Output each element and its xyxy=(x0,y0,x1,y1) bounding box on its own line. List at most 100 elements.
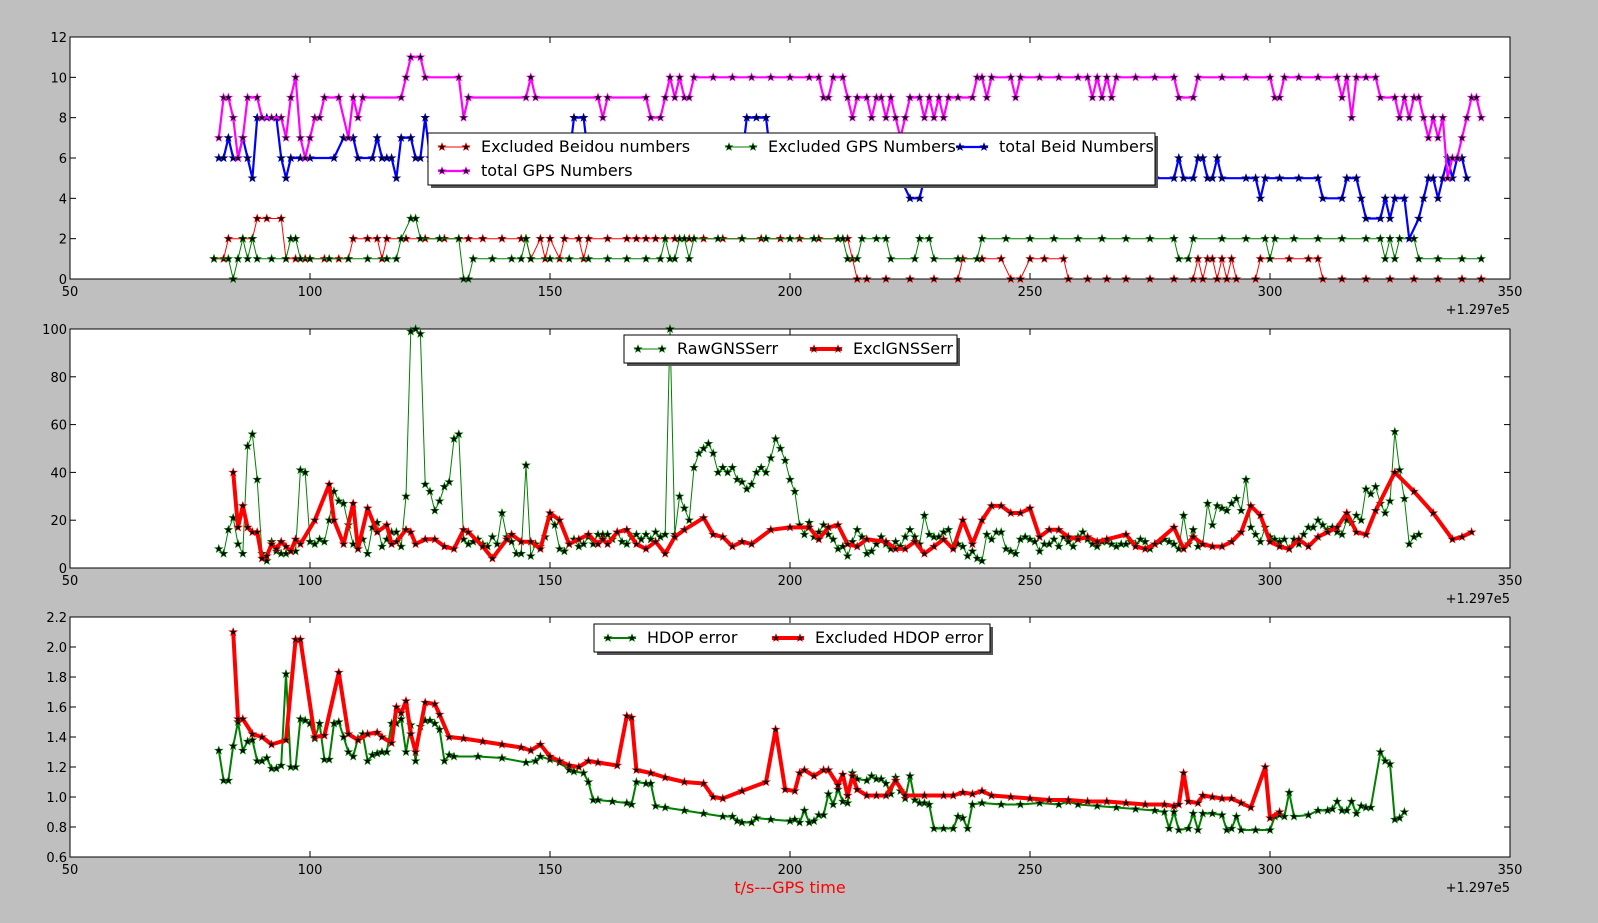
x-tick-label: 350 xyxy=(1498,285,1523,300)
data-point xyxy=(813,527,824,537)
y-tick-label: 2.2 xyxy=(46,611,67,626)
data-point xyxy=(1193,824,1203,835)
data-point xyxy=(439,755,450,766)
data-point xyxy=(1404,233,1415,243)
data-point xyxy=(1428,173,1439,183)
data-point xyxy=(789,814,800,824)
data-point xyxy=(881,778,891,788)
data-point xyxy=(799,805,810,815)
data-point xyxy=(1274,541,1285,551)
data-point xyxy=(967,799,978,809)
x-offset-label: +1.297e5 xyxy=(1446,881,1510,896)
data-point xyxy=(770,433,781,443)
data-point xyxy=(679,776,690,787)
data-point xyxy=(324,253,335,263)
legend-marker xyxy=(461,142,471,151)
y-tick-label: 6 xyxy=(59,152,67,167)
data-point xyxy=(506,529,517,539)
y-tick-label: 1.4 xyxy=(46,731,67,746)
data-point xyxy=(213,745,224,755)
data-point xyxy=(1375,213,1386,223)
data-point xyxy=(621,253,632,263)
data-point xyxy=(1313,72,1323,82)
data-point xyxy=(353,152,363,163)
data-point xyxy=(410,539,421,549)
data-point xyxy=(583,755,594,766)
legend-marker xyxy=(833,344,843,353)
data-point xyxy=(756,462,767,472)
plot-frame xyxy=(69,616,1511,858)
data-point xyxy=(1130,541,1141,551)
data-point xyxy=(689,233,699,243)
data-point xyxy=(386,152,397,163)
data-point xyxy=(924,92,935,102)
data-point xyxy=(1226,498,1237,508)
data-point xyxy=(1068,541,1079,551)
data-point xyxy=(458,524,469,534)
y-tick-label: 4 xyxy=(59,192,67,207)
y-tick-label: 2 xyxy=(59,233,67,248)
legend: HDOP error Excluded HDOP error xyxy=(593,623,993,655)
data-point xyxy=(737,476,747,487)
hdop-error-panel: 50 100 150 200 250 300 350 0.6 0.8 1.0 1.2 1.4 1.6 1.… xyxy=(46,611,1522,896)
data-point xyxy=(1380,253,1391,263)
series-excluded-hdop-error xyxy=(228,626,1285,823)
legend-label: ExclGNSSerr xyxy=(853,339,953,358)
data-point xyxy=(329,515,339,525)
data-point xyxy=(247,233,258,243)
data-point xyxy=(1049,534,1059,544)
data-point xyxy=(1284,787,1295,797)
legend-box xyxy=(623,334,958,364)
data-point xyxy=(1173,824,1184,835)
data-point xyxy=(309,731,320,742)
data-point xyxy=(497,507,507,518)
data-point xyxy=(1399,806,1410,817)
data-point xyxy=(362,548,373,558)
data-point xyxy=(881,233,891,243)
data-point xyxy=(732,474,743,484)
data-point xyxy=(775,443,786,453)
data-point xyxy=(434,709,445,719)
data-point xyxy=(343,253,354,263)
data-point xyxy=(425,486,435,496)
data-point xyxy=(1073,799,1083,809)
data-point xyxy=(1183,796,1194,806)
data-point xyxy=(698,808,709,818)
data-point xyxy=(1130,72,1141,82)
legend-marker xyxy=(809,344,819,353)
data-point xyxy=(1428,112,1439,122)
data-point xyxy=(1351,72,1362,82)
data-point xyxy=(938,790,949,800)
data-point xyxy=(372,527,383,537)
data-point xyxy=(1005,72,1016,82)
data-point xyxy=(938,112,949,122)
data-point xyxy=(785,72,795,82)
data-point xyxy=(410,755,421,766)
data-point xyxy=(1269,534,1280,544)
data-point xyxy=(1034,72,1045,82)
data-point xyxy=(1389,193,1400,203)
data-point xyxy=(314,718,325,728)
data-point xyxy=(1303,541,1314,551)
data-point xyxy=(410,213,421,223)
data-point xyxy=(405,52,416,62)
data-point xyxy=(242,441,253,451)
data-point xyxy=(1193,72,1203,82)
data-point xyxy=(353,112,363,122)
data-point xyxy=(1394,464,1405,475)
data-point xyxy=(247,429,258,439)
data-point xyxy=(789,486,800,496)
data-point xyxy=(372,233,383,243)
data-point xyxy=(996,253,1007,263)
data-point xyxy=(1370,481,1381,491)
data-point xyxy=(1073,72,1083,82)
data-point xyxy=(986,534,997,544)
legend-marker xyxy=(771,633,781,642)
data-point xyxy=(1121,797,1131,808)
data-point xyxy=(372,727,383,737)
data-point xyxy=(1063,794,1074,805)
data-point xyxy=(324,754,335,764)
data-point xyxy=(852,92,863,102)
x-tick-label: 100 xyxy=(298,863,323,878)
data-point xyxy=(1236,797,1247,808)
